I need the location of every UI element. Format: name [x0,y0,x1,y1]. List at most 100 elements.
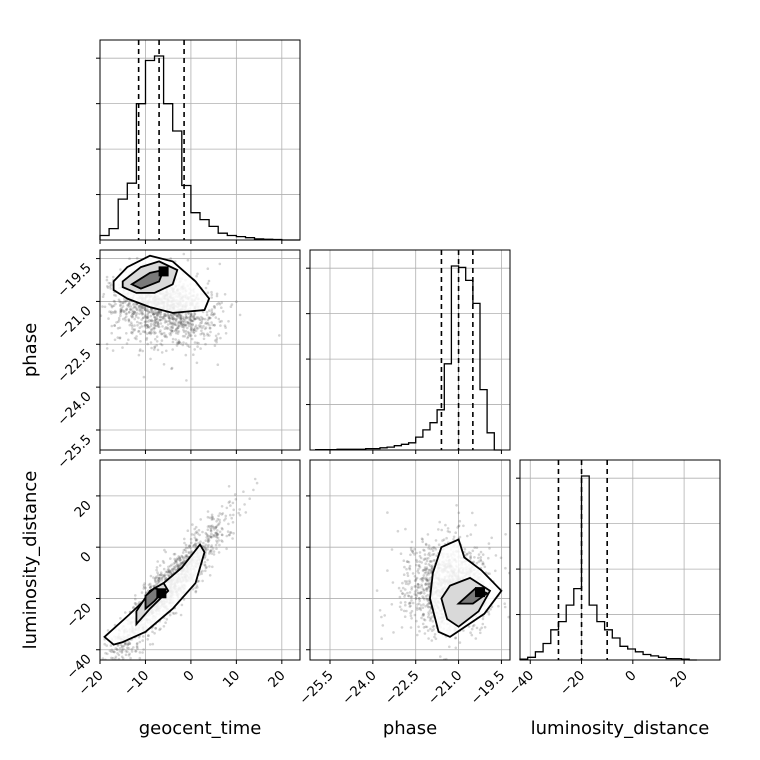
scatter-point [141,639,144,642]
scatter-point [173,561,177,564]
scatter-point [133,305,137,309]
scatter-point [406,591,409,595]
scatter-point [217,301,220,305]
scatter-point [430,611,433,615]
scatter-point [392,631,395,634]
scatter-point [425,566,429,569]
scatter-point [406,571,409,575]
scatter-point [176,326,180,330]
scatter-point [473,546,477,549]
scatter-point [121,301,125,305]
scatter-point [229,513,232,517]
scatter-point [124,642,128,645]
scatter-point [430,560,433,563]
scatter-point [142,635,145,638]
scatter-point [415,560,419,563]
scatter-point [430,565,434,569]
scatter-point [423,568,426,571]
scatter-point [181,551,185,554]
scatter-point [120,651,124,654]
scatter-point [428,619,432,622]
scatter-point [178,557,182,560]
scatter-point [209,549,212,553]
scatter-point [172,316,176,320]
scatter-point [417,602,421,605]
scatter-point [114,302,117,306]
scatter-point [158,579,161,582]
scatter-point [150,584,153,588]
scatter-point [123,642,127,646]
scatter-point [419,577,423,581]
scatter-point [396,529,400,533]
scatter-point [422,613,425,617]
scatter-point [178,559,182,563]
scatter-point [149,310,152,314]
scatter-point [212,305,216,308]
scatter-point [173,323,177,327]
scatter-point [487,542,491,545]
scatter-point [206,558,209,562]
scatter-point [455,504,458,507]
scatter-point [404,527,407,531]
scatter-point [153,345,156,349]
scatter-point [429,564,432,567]
scatter-point [199,332,202,336]
scatter-point [425,587,428,591]
scatter-point [413,613,417,617]
panel-frame [309,459,511,661]
scatter-point [426,571,430,574]
scatter-point [186,529,190,532]
scatter-point [173,313,176,316]
scatter-point [214,535,218,538]
scatter-point [148,643,152,646]
scatter-point [120,645,124,649]
scatter-point [150,311,153,314]
scatter-point [135,644,139,648]
scatter-point [136,324,139,327]
scatter-point [176,564,180,568]
scatter-point [208,534,212,538]
scatter-point [109,282,112,285]
scatter-point [193,533,196,536]
scatter-point [211,524,214,528]
x-tick-label-geocent_time: −10 [121,668,152,699]
scatter-point [182,323,185,327]
scatter-point [173,612,176,615]
scatter-point [167,315,171,319]
scatter-point [213,339,217,342]
scatter-point [424,583,427,586]
scatter-point [212,535,216,538]
scatter-point [171,567,174,571]
scatter-point [190,314,193,318]
scatter-point [124,653,128,657]
scatter-point [183,537,186,541]
scatter-point [153,315,156,319]
scatter-point [444,523,447,527]
scatter-point [157,576,160,579]
scatter-point [123,641,127,645]
scatter-point [219,336,222,340]
scatter-point [139,348,142,351]
scatter-point [427,578,430,582]
scatter-point [386,511,389,514]
scatter-point [134,594,137,597]
scatter-point [107,317,110,320]
scatter-point [474,637,478,640]
scatter-point [152,327,156,331]
scatter-point [139,322,143,325]
scatter-point [212,525,216,529]
scatter-point [106,629,110,632]
scatter-point [409,553,412,557]
scatter-point [407,602,411,605]
scatter-point [186,316,190,320]
scatter-point [140,313,144,316]
scatter-point [189,314,192,317]
scatter-point [181,561,185,564]
scatter-point [174,611,178,615]
scatter-point [194,538,198,541]
scatter-point [179,321,183,325]
scatter-point [206,528,210,531]
scatter-point [409,548,413,552]
scatter-point [152,326,155,330]
